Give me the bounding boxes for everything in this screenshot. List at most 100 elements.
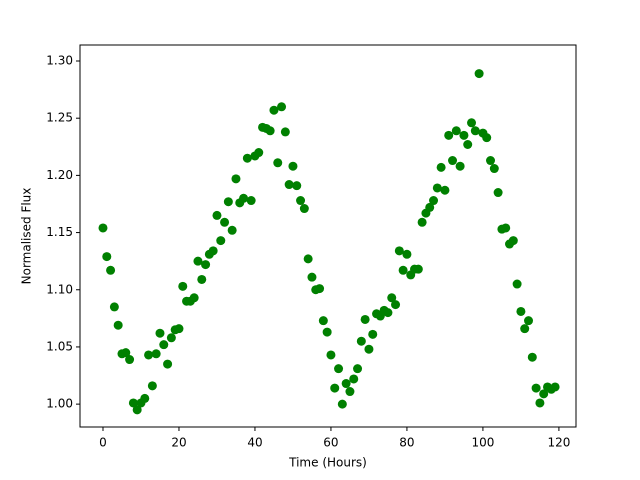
point (242, 153, 252, 163)
plot-frame (79, 44, 577, 428)
point (368, 329, 378, 339)
y-tick-label: 1.20 (46, 168, 73, 182)
point (125, 355, 135, 365)
point (273, 158, 283, 168)
point (197, 274, 207, 284)
point (315, 284, 325, 294)
point (474, 69, 484, 79)
point (227, 225, 237, 235)
point (402, 249, 412, 259)
point (508, 236, 518, 246)
point (163, 359, 173, 369)
point (440, 185, 450, 195)
point (307, 272, 317, 282)
point (113, 320, 123, 330)
x-tick-label: 80 (399, 436, 414, 450)
point (451, 126, 461, 136)
point (387, 293, 397, 303)
x-tick-label: 0 (99, 436, 107, 450)
point (436, 162, 446, 172)
point (231, 174, 241, 184)
point (489, 164, 499, 174)
point (277, 102, 287, 112)
point (98, 223, 108, 233)
point (106, 265, 116, 275)
point (425, 202, 435, 212)
point (322, 327, 332, 337)
point (208, 246, 218, 256)
point (280, 127, 290, 137)
point (212, 210, 222, 220)
point (413, 264, 423, 274)
point (501, 223, 511, 233)
point (463, 140, 473, 150)
point (432, 183, 442, 193)
point (493, 188, 503, 198)
point (318, 316, 328, 326)
point (121, 348, 131, 358)
point (178, 281, 188, 291)
y-tick-label: 1.00 (46, 397, 73, 411)
point (470, 126, 480, 136)
point (326, 350, 336, 360)
point (535, 398, 545, 408)
point (459, 130, 469, 140)
y-tick-label: 1.30 (46, 54, 73, 68)
point (349, 374, 359, 384)
point (189, 293, 199, 303)
point (512, 279, 522, 289)
point (345, 387, 355, 397)
y-tick-label: 1.25 (46, 111, 73, 125)
point (524, 316, 534, 326)
point (550, 382, 560, 392)
point (398, 265, 408, 275)
x-tick-label: 20 (171, 436, 186, 450)
point (299, 204, 309, 214)
point (223, 197, 233, 207)
point (482, 133, 492, 143)
point (284, 180, 294, 190)
point (429, 196, 439, 206)
point (109, 302, 119, 312)
point (128, 398, 138, 408)
point (341, 379, 351, 389)
point (166, 333, 176, 343)
point (174, 324, 184, 334)
point (102, 252, 112, 262)
point (444, 130, 454, 140)
point (155, 328, 165, 338)
y-axis-label: Normalised Flux (20, 188, 34, 285)
point (220, 217, 230, 227)
x-tick-label: 120 (547, 436, 570, 450)
point (216, 236, 226, 246)
point (334, 364, 344, 374)
x-tick-label: 60 (323, 436, 338, 450)
point (144, 350, 154, 360)
point (360, 314, 370, 324)
point (296, 196, 306, 206)
point (337, 399, 347, 409)
point (417, 217, 427, 227)
point (383, 308, 393, 318)
point (520, 324, 530, 334)
point (239, 193, 249, 203)
point (516, 306, 526, 316)
point (330, 383, 340, 393)
point (269, 105, 279, 115)
point (132, 405, 142, 415)
point (391, 300, 401, 310)
point (486, 156, 496, 166)
point (193, 256, 203, 266)
point (531, 383, 541, 393)
point (539, 389, 549, 399)
x-tick-label: 100 (471, 436, 494, 450)
point (140, 393, 150, 403)
y-tick-label: 1.05 (46, 339, 73, 353)
point (455, 161, 465, 171)
y-tick-label: 1.15 (46, 225, 73, 239)
point (364, 344, 374, 354)
point (265, 126, 275, 136)
point (394, 246, 404, 256)
point (201, 260, 211, 270)
